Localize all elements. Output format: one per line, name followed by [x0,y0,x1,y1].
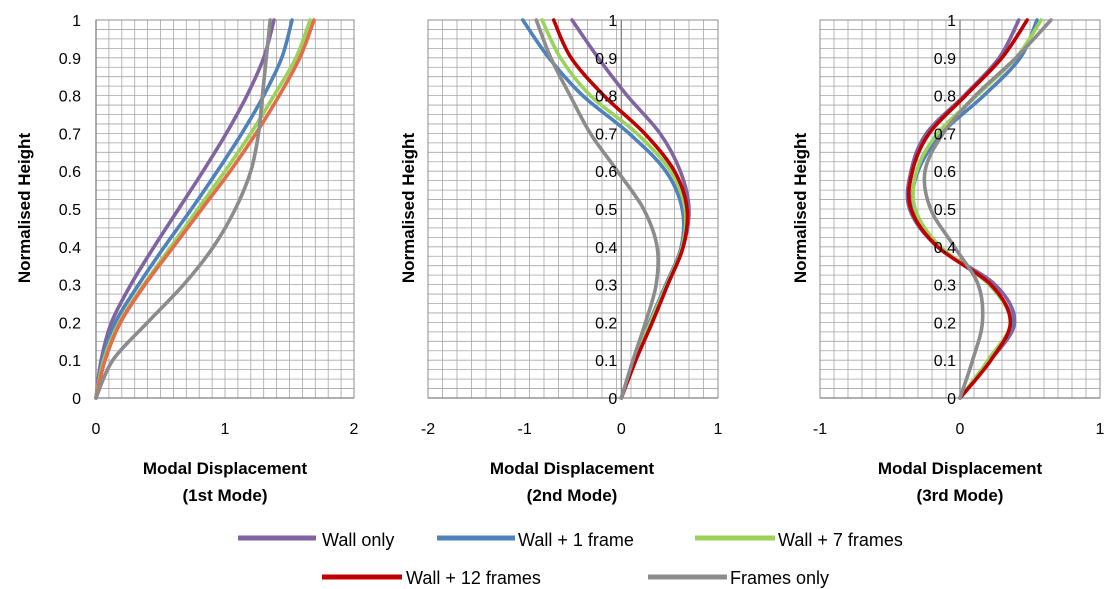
x-tick-label: 1 [221,421,230,438]
gridlines [428,20,718,398]
x-axis-title-line1: Modal Displacement [878,459,1043,478]
y-tick-label: 0.4 [934,240,956,257]
x-axis-title-line1: Modal Displacement [143,459,308,478]
series-line-wall-1-frame [94,18,294,400]
x-tick-label: -1 [518,421,532,438]
plot-area-3rd-mode: 0 0.1 0.2 0.3 0.4 0.5 0.6 0.7 0.8 0.9 1 -1 0 1 [813,13,1105,438]
legend-label-wall-7-frames: Wall + 7 frames [778,530,903,550]
series-group [520,18,691,400]
chart-panel-2nd-mode: 0 0.1 0.2 0.3 0.4 0.5 0.6 0.7 0.8 0.9 1 -2 -1 0 1 Moda… [399,13,723,505]
legend-item-wall-12-frames: Wall + 12 frames [322,568,541,588]
x-tick-label: 1 [714,421,723,438]
x-axis-title-line2: (2nd Mode) [527,486,618,505]
series-line-wall-12-frames [551,18,690,400]
series-group [905,18,1053,400]
y-tick-label: 0.3 [59,278,81,295]
x-tick-label: -1 [813,421,827,438]
legend-label-wall-1-frame: Wall + 1 frame [518,530,634,550]
series-line-frames-only [534,18,661,400]
y-tick-label: 0.8 [934,89,956,106]
y-tick-label: 0.2 [934,315,956,332]
x-tick-label: 0 [956,421,965,438]
legend-item-frames-only: Frames only [648,568,829,588]
y-tick-label: 0 [947,391,956,408]
y-tick-label: 0.6 [59,164,81,181]
series-line-wall-only [94,18,276,400]
x-tick-label: 2 [350,421,359,438]
x-tick-label: 1 [1096,421,1105,438]
plot-area-2nd-mode: 0 0.1 0.2 0.3 0.4 0.5 0.6 0.7 0.8 0.9 1 -2 -1 0 1 [421,13,723,438]
x-tick-label: 0 [92,421,101,438]
y-tick-label: 0.7 [595,126,617,143]
plot-area-1st-mode: 0 0.1 0.2 0.3 0.4 0.5 0.6 0.7 0.8 0.9 1 0 1 2 [59,13,359,438]
x-tick-label: -2 [421,421,435,438]
chart-panel-3rd-mode: 0 0.1 0.2 0.3 0.4 0.5 0.6 0.7 0.8 0.9 1 -1 0 1 Modal … [791,13,1105,505]
gridlines [96,20,354,398]
x-tick-label: 0 [617,421,626,438]
chart-panel-1st-mode: 0 0.1 0.2 0.3 0.4 0.5 0.6 0.7 0.8 0.9 1 0 1 2 Modal D… [15,13,359,505]
y-tick-label: 0.2 [59,315,81,332]
y-tick-label: 0.3 [595,278,617,295]
series-line-wall-12-frames [906,18,1029,400]
y-axis-title: Normalised Height [791,133,810,284]
y-axis-title: Normalised Height [399,133,418,284]
y-tick-label: 0.1 [934,353,956,370]
y-tick-label: 0 [72,391,81,408]
y-axis-title: Normalised Height [15,133,34,284]
legend-item-wall-1-frame: Wall + 1 frame [437,530,634,550]
y-tick-label: 0.5 [595,202,617,219]
y-tick-label: 0.4 [59,240,81,257]
y-tick-label: 0.7 [59,126,81,143]
y-tick-label: 0.9 [934,51,956,68]
series-group [94,18,316,400]
y-tick-label: 0.9 [59,51,81,68]
y-tick-label: 0.1 [59,353,81,370]
y-tick-label: 0.8 [59,89,81,106]
legend-label-wall-only: Wall only [322,530,394,550]
y-tick-label: 0.4 [595,240,617,257]
x-axis-title-line1: Modal Displacement [490,459,655,478]
legend-item-wall-only: Wall only [238,530,394,550]
legend-label-wall-12-frames: Wall + 12 frames [406,568,541,588]
x-axis-title-line2: (1st Mode) [183,486,268,505]
y-tick-label: 0.6 [934,164,956,181]
y-tick-label: 0.5 [934,202,956,219]
y-tick-label: 0.8 [595,89,617,106]
legend-item-wall-7-frames: Wall + 7 frames [695,530,903,550]
y-tick-label: 1 [608,13,617,30]
y-tick-label: 0.5 [59,202,81,219]
legend: Wall only Wall + 1 frame Wall + 7 frames… [238,530,903,588]
y-tick-label: 0.3 [934,278,956,295]
y-tick-label: 0.2 [595,315,617,332]
y-tick-label: 0 [608,391,617,408]
y-tick-label: 1 [947,13,956,30]
y-tick-label: 0.1 [595,353,617,370]
y-tick-label: 0.9 [595,51,617,68]
y-tick-label: 1 [72,13,81,30]
series-line-frames-only [94,18,272,400]
x-axis-title-line2: (3rd Mode) [917,486,1004,505]
y-tick-label: 0.7 [934,126,956,143]
y-tick-label: 0.6 [595,164,617,181]
series-line-wall-12-frames [94,18,316,400]
legend-label-frames-only: Frames only [730,568,829,588]
series-line-frames-only [922,18,1053,400]
